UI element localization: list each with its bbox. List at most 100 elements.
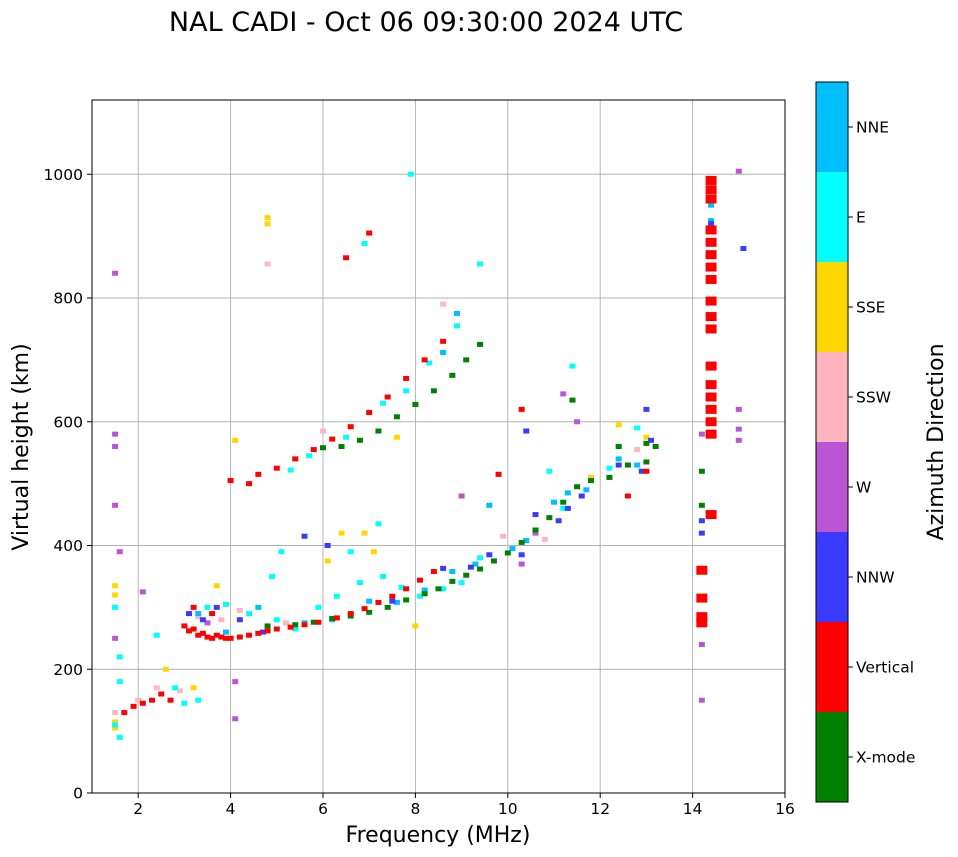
data-point-vertical — [255, 471, 262, 477]
data-point-x-mode — [463, 572, 470, 578]
data-point-w — [735, 406, 742, 412]
x-tick-label: 4 — [226, 800, 236, 818]
data-point-nnw — [259, 629, 266, 635]
colorbar-swatch — [816, 442, 848, 533]
x-axis-label: Frequency (MHz) — [346, 823, 531, 848]
data-point-nne — [634, 462, 641, 468]
data-point-e — [116, 734, 123, 740]
data-point-ssw — [440, 301, 447, 307]
data-point-vertical — [246, 632, 253, 638]
data-point-vertical — [287, 624, 294, 630]
data-point-nnw — [643, 406, 650, 412]
data-point-x-mode — [384, 604, 391, 610]
data-point-x-mode — [366, 609, 373, 615]
colorbar-swatch — [816, 622, 848, 713]
data-point-sse — [393, 434, 400, 440]
x-tick-label: 8 — [410, 800, 420, 818]
colorbar-swatch — [816, 82, 848, 173]
data-point-nnw — [467, 564, 474, 570]
data-point-ssw — [153, 685, 160, 691]
data-point-e — [361, 241, 368, 247]
data-point-x-mode — [329, 616, 336, 622]
data-point-x-mode — [560, 499, 567, 505]
data-point-sse — [361, 530, 368, 536]
data-point-nne — [440, 349, 447, 355]
data-point-x-mode — [652, 444, 659, 449]
data-point-ssw — [236, 607, 243, 613]
data-point-x-mode — [463, 357, 470, 363]
data-point-nnw — [698, 518, 705, 524]
data-point-e — [278, 549, 285, 555]
data-point-x-mode — [532, 527, 539, 533]
data-point-vertical — [227, 635, 234, 641]
data-point-x-mode — [477, 566, 484, 572]
data-point-x-mode — [292, 622, 299, 628]
data-point-nnw — [532, 512, 539, 518]
data-point-ssw — [264, 261, 271, 267]
data-point-w — [139, 589, 146, 595]
data-point-vertical — [213, 632, 220, 638]
data-point-w — [735, 426, 742, 432]
data-point-vertical — [705, 225, 717, 235]
data-point-ssw — [541, 536, 548, 542]
data-point-e — [417, 593, 424, 599]
data-point-vertical — [347, 611, 354, 617]
data-point-vertical — [366, 230, 373, 236]
data-point-sse — [587, 474, 594, 480]
data-point-e — [333, 593, 340, 599]
data-point-e — [246, 611, 253, 617]
data-point-x-mode — [393, 414, 400, 420]
data-point-e — [546, 468, 553, 474]
data-point-w — [698, 431, 705, 437]
data-point-nnw — [578, 493, 585, 499]
data-point-x-mode — [477, 341, 484, 347]
data-point-vertical — [705, 262, 717, 272]
plot-frame — [91, 99, 786, 794]
data-point-nnw — [708, 221, 715, 227]
data-point-w — [112, 444, 119, 449]
data-point-x-mode — [587, 478, 594, 484]
data-point-nne — [523, 538, 530, 544]
data-point-vertical — [705, 237, 717, 247]
data-point-e — [440, 586, 447, 592]
data-point-x-mode — [449, 578, 456, 584]
x-tick-label: 16 — [775, 800, 795, 818]
data-point-vertical — [705, 324, 717, 334]
y-tick-label: 600 — [53, 413, 83, 431]
data-point-vertical — [705, 312, 717, 322]
data-point-w — [112, 270, 119, 276]
data-point-e — [356, 580, 363, 586]
data-point-vertical — [705, 250, 717, 260]
colorbar-swatch — [816, 532, 848, 623]
data-point-vertical — [705, 175, 717, 185]
data-point-vertical — [158, 691, 165, 697]
data-point-vertical — [696, 565, 708, 575]
data-point-vertical — [139, 700, 146, 706]
data-point-e — [172, 685, 179, 691]
data-point-vertical — [209, 635, 216, 641]
data-point-nne — [421, 587, 428, 593]
chart-title: NAL CADI - Oct 06 09:30:00 2024 UTC — [169, 7, 683, 38]
data-point-nne — [449, 568, 456, 574]
data-point-nnw — [486, 552, 493, 558]
y-tick-label: 400 — [53, 537, 83, 555]
data-point-vertical — [440, 338, 447, 344]
data-point-nnw — [523, 428, 530, 434]
data-point-nnw — [555, 518, 562, 524]
y-tick-label: 1000 — [44, 166, 83, 184]
data-point-vertical — [696, 612, 708, 622]
data-point-vertical — [518, 406, 525, 412]
data-point-nnw — [518, 552, 525, 558]
data-point-vertical — [384, 394, 391, 400]
data-point-w — [232, 679, 239, 685]
data-point-w — [232, 716, 239, 722]
data-point-vertical — [343, 255, 350, 261]
x-tick-label: 10 — [498, 800, 518, 818]
data-point-vertical — [705, 404, 717, 414]
data-point-sse — [232, 437, 239, 443]
data-point-vertical — [167, 697, 174, 703]
data-point-e — [292, 626, 299, 632]
data-point-x-mode — [490, 558, 497, 564]
data-point-e — [287, 467, 294, 473]
data-point-x-mode — [643, 440, 650, 446]
